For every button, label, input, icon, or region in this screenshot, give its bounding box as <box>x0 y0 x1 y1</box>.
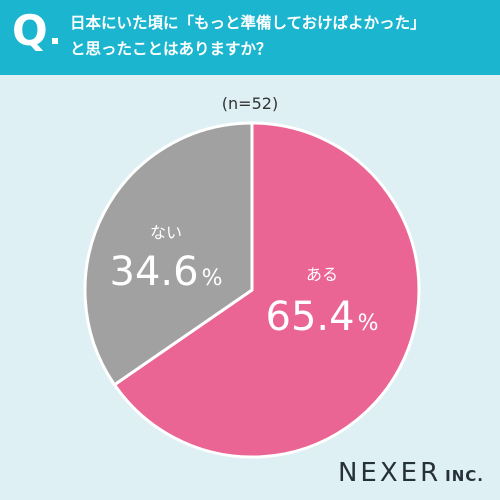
nexer-logo: NEXER INC. <box>338 460 484 486</box>
slice-category-label: ない <box>150 223 182 242</box>
question-header: Q 日本にいた頃に「もっと準備しておけばよかった」 と思ったことはありますか？ <box>0 0 500 75</box>
slice-label-group-no: ない 34.6% <box>110 223 223 295</box>
q-dot <box>52 38 58 44</box>
sample-size-label: (n=52) <box>221 94 279 113</box>
pie-slice-no <box>83 121 254 387</box>
question-text-line1: 日本にいた頃に「もっと準備しておけばよかった」 <box>70 14 426 32</box>
slice-value-label: 65.4% <box>266 294 379 340</box>
logo-main: NEXER <box>337 458 442 488</box>
slice-value-label: 34.6% <box>110 249 223 295</box>
slice-label-group-yes: ある 65.4% <box>266 265 379 340</box>
question-text-line2: と思ったことはありますか？ <box>70 40 272 58</box>
slice-category-label: ある <box>306 265 338 284</box>
logo-sub: INC. <box>445 467 484 485</box>
q-mark: Q <box>12 6 48 55</box>
pie-slice-yes <box>112 121 421 459</box>
